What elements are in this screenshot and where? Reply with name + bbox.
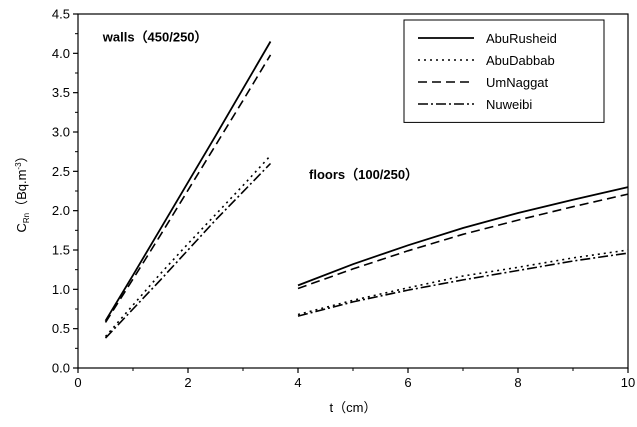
y-axis-title-main: C <box>14 223 29 232</box>
x-tick-label: 6 <box>404 375 411 390</box>
y-axis-title-close: ） <box>14 149 29 162</box>
y-axis-title-sup: -3 <box>14 162 23 170</box>
y-axis-title: CRn（Bq.m-3） <box>14 149 31 232</box>
series-line-aburusheid-walls <box>104 41 272 322</box>
y-tick-label: 1.0 <box>52 282 70 297</box>
legend-label-nuweibi: Nuweibi <box>486 97 532 112</box>
legend-label-aburusheid: AbuRusheid <box>486 31 557 46</box>
y-tick-label: 3.0 <box>52 125 70 140</box>
series-line-aburusheid-floors <box>297 186 629 287</box>
axes: 0 2 4 6 8 10 0.0 0.5 1.0 1.5 2.0 2.5 3.0 3.5 4.0 4.5 <box>52 7 635 391</box>
axis-labels: t（cm） CRn（Bq.m-3） <box>14 149 376 415</box>
legend: AbuRusheid AbuDabbab UmNaggat Nuweibi <box>403 19 605 123</box>
annotations: walls（450/250） floors（100/250） <box>102 30 418 183</box>
series-group <box>104 41 629 339</box>
x-axis-title: t（cm） <box>330 400 377 415</box>
y-axis-title-sub: Rn <box>22 213 31 223</box>
annotation-walls: walls（450/250） <box>102 30 208 45</box>
y-tick-label: 2.0 <box>52 203 70 218</box>
x-tick-label: 10 <box>621 375 635 390</box>
y-axis-title-unit: （Bq.m <box>14 170 29 213</box>
x-tick-label: 2 <box>184 375 191 390</box>
legend-box <box>403 19 605 123</box>
series-line-umnaggat-walls <box>104 54 272 323</box>
x-tick-label: 8 <box>514 375 521 390</box>
series-line-umnaggat-floors <box>297 193 629 290</box>
series-line-nuweibi-floors <box>297 252 629 317</box>
y-tick-label: 4.5 <box>52 7 70 22</box>
series-line-abudabbab-walls <box>104 155 272 338</box>
y-tick-label: 0.0 <box>52 361 70 376</box>
x-tick-label: 0 <box>74 375 81 390</box>
legend-label-abudabbab: AbuDabbab <box>486 53 555 68</box>
legend-label-umnaggat: UmNaggat <box>486 75 549 90</box>
y-tick-label: 4.0 <box>52 46 70 61</box>
annotation-floors: floors（100/250） <box>309 167 418 182</box>
y-tick-label: 2.5 <box>52 164 70 179</box>
series-line-nuweibi-walls <box>104 162 272 339</box>
series-line-abudabbab-floors <box>297 249 629 316</box>
y-tick-label: 3.5 <box>52 85 70 100</box>
y-tick-label: 0.5 <box>52 321 70 336</box>
x-tick-label: 4 <box>294 375 301 390</box>
y-tick-label: 1.5 <box>52 243 70 258</box>
